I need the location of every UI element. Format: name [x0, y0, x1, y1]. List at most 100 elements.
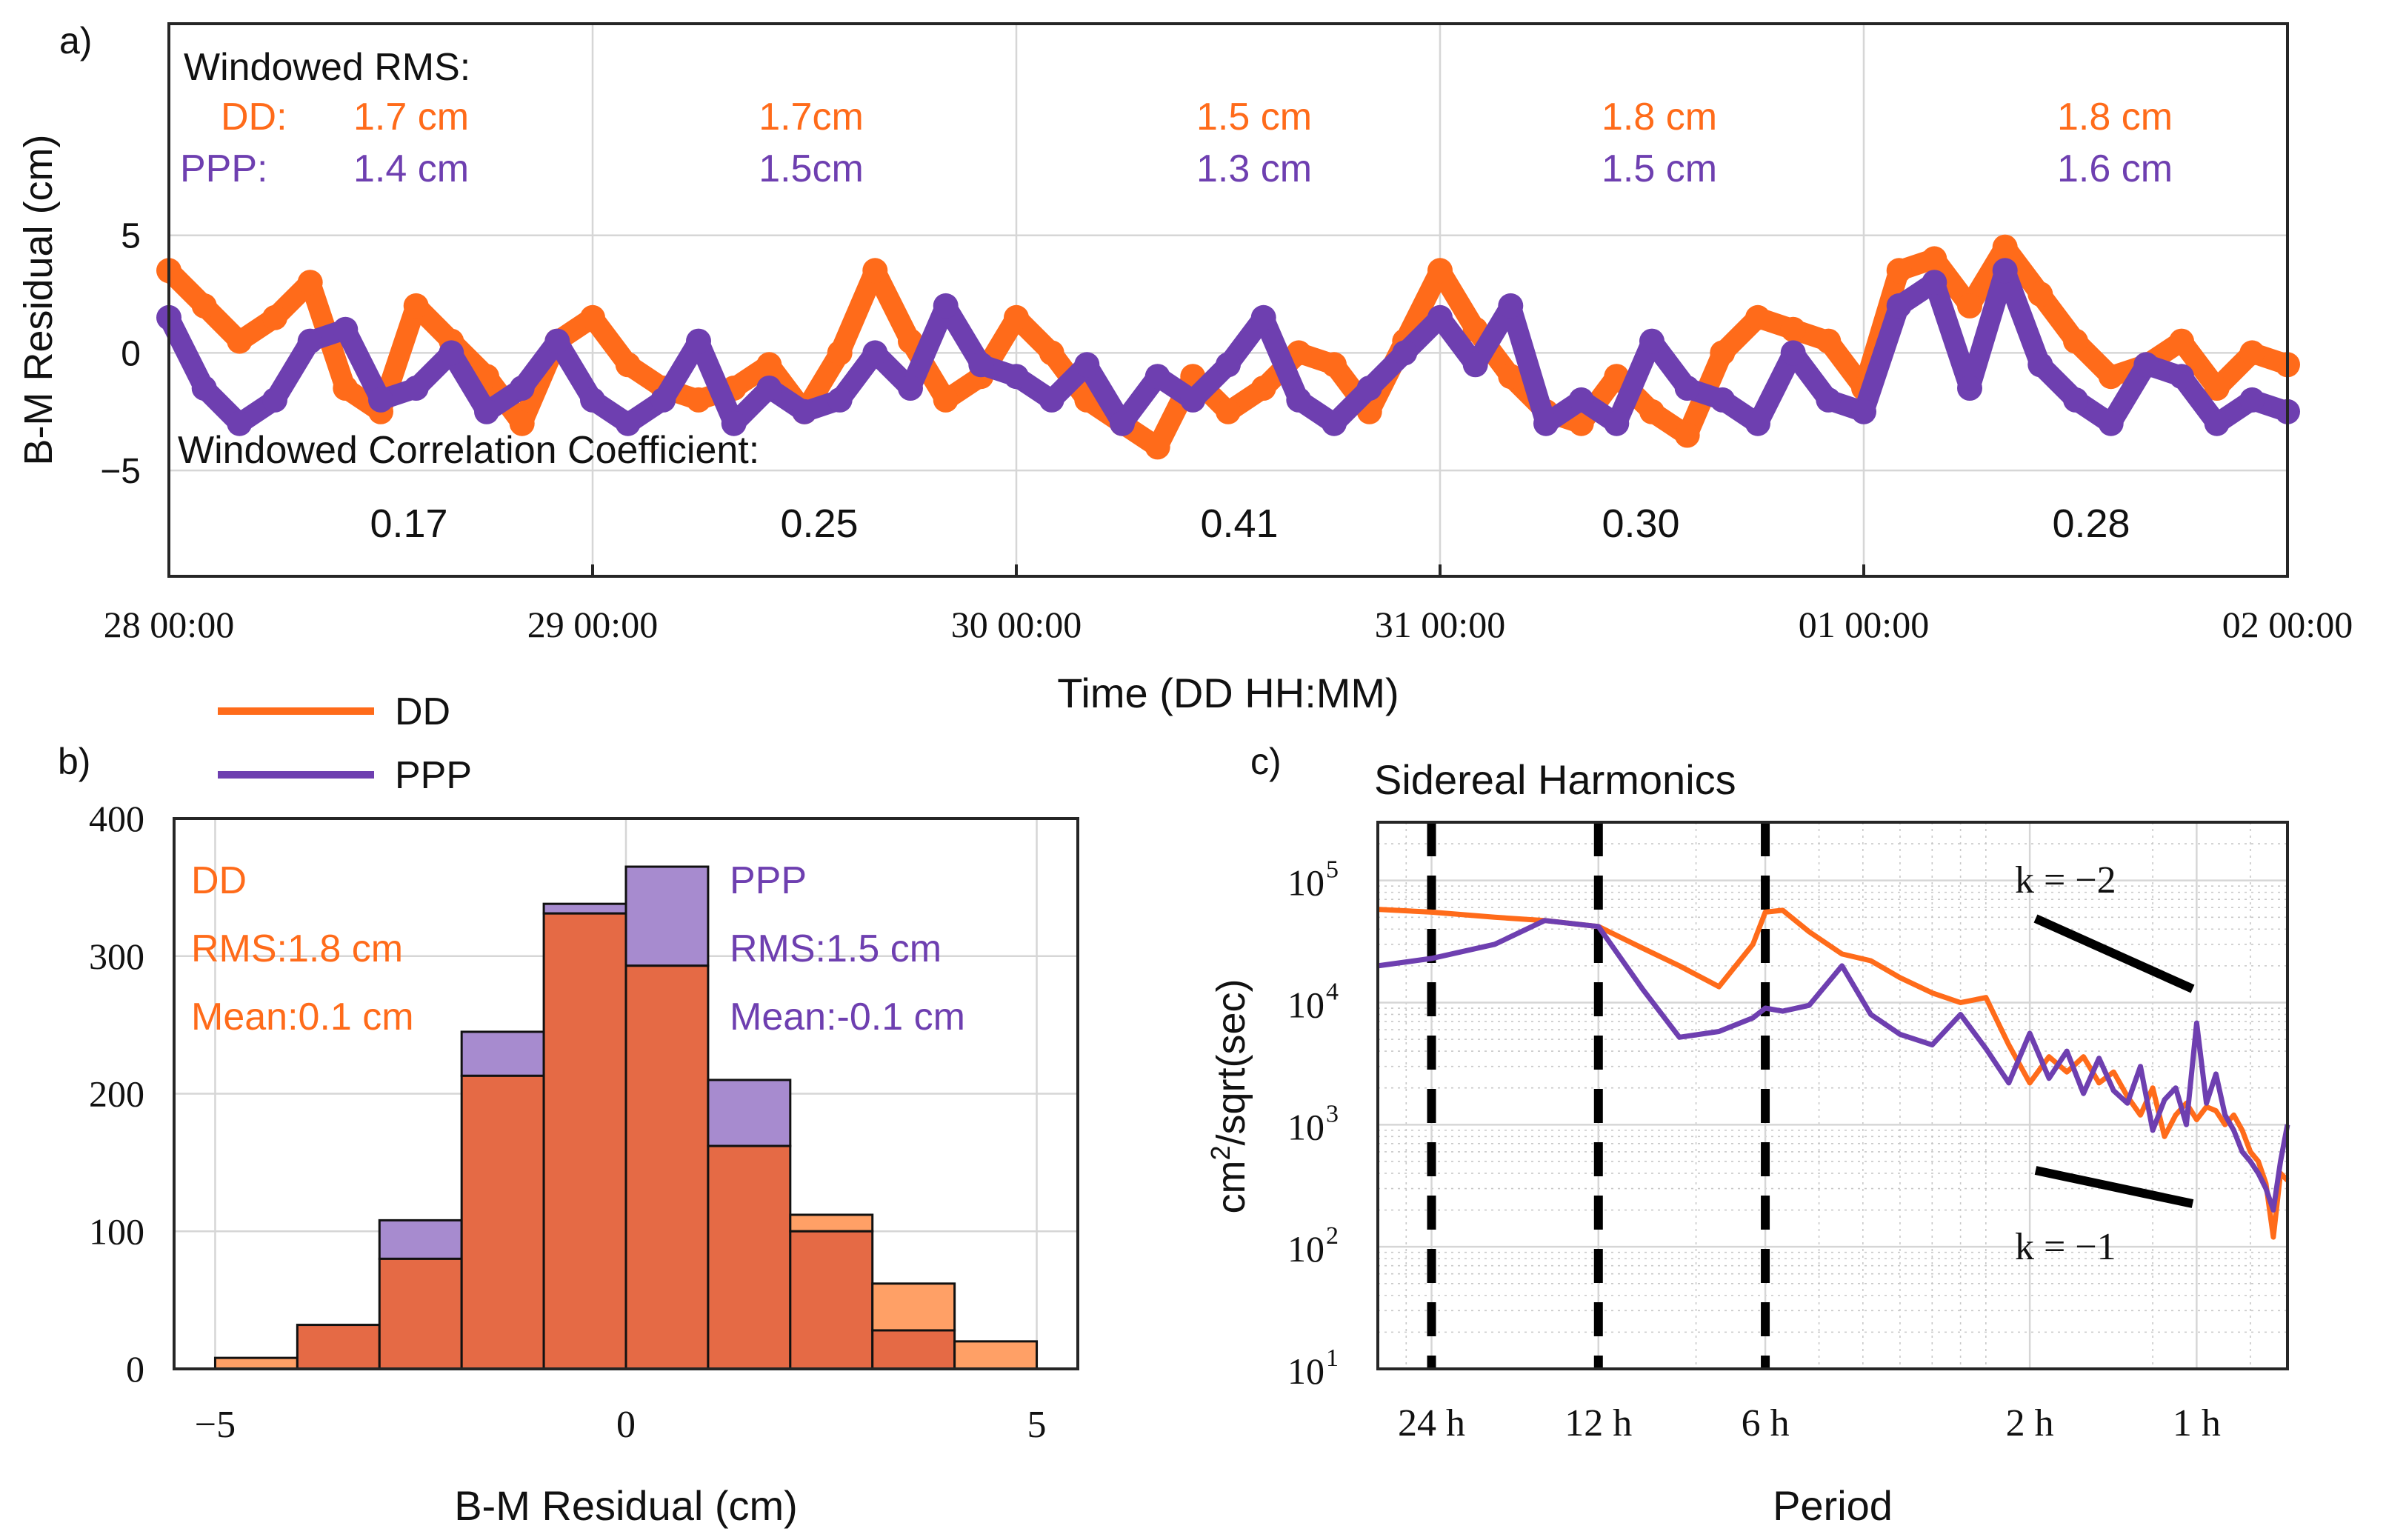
dd-point: [1780, 316, 1806, 342]
window-corr: 0.30: [1602, 501, 1679, 546]
ppp-bar: [542, 902, 627, 915]
ppp-bar: [378, 1219, 463, 1260]
overlap-bar: [296, 1324, 381, 1370]
ppp-point: [615, 410, 641, 436]
ppp-point: [474, 399, 499, 424]
ppp-point: [509, 376, 535, 401]
panel-a-letter: a): [59, 20, 92, 61]
panel-a-frame: [167, 22, 2289, 578]
ppp-point: [1216, 352, 1241, 378]
ppp-point: [2239, 387, 2265, 413]
panel-c-lines: [1377, 907, 2290, 1240]
dd-point: [1886, 258, 1912, 284]
dd-point: [1216, 399, 1241, 424]
dd-point: [1992, 234, 2018, 260]
dd-point: [2239, 340, 2265, 366]
panel-c-ytick-exponent: 5: [1326, 856, 1339, 884]
dd-point: [933, 387, 959, 413]
dd-rms-prefix: DD:: [221, 96, 287, 139]
ppp-point: [1886, 293, 1912, 319]
ppp-point: [1533, 410, 1559, 436]
ppp-point: [862, 340, 888, 366]
dd-point: [2098, 364, 2124, 390]
dd-spectrum-line: [1377, 907, 2290, 1240]
ppp-point: [1674, 376, 1700, 401]
dd-bar: [789, 1213, 874, 1233]
ppp-point: [1992, 258, 2018, 284]
panel-a-xtick-label: 29 00:00: [527, 604, 658, 645]
dd-point: [1639, 399, 1664, 424]
window-ppp-rms: 1.6 cm: [2057, 147, 2173, 190]
panel-b-bars: [213, 865, 1039, 1370]
overlap-bar: [624, 964, 710, 1370]
dd-point: [1957, 293, 1982, 319]
panel-a-xtick-label: 02 00:00: [2222, 604, 2353, 645]
ppp-point: [1110, 410, 1135, 436]
panel-a-ylabel: B-M Residual (cm): [16, 134, 61, 465]
panel-b-ytick-label: 200: [89, 1073, 144, 1115]
panel-c-ylabel: cm2/sqrt(sec): [1205, 979, 1254, 1213]
ppp-point: [1427, 304, 1453, 330]
panel-c-letter: c): [1250, 741, 1282, 782]
panel-a-ppp-series: [156, 258, 2300, 436]
dd-point: [262, 304, 287, 330]
ppp-point: [650, 387, 676, 413]
ppp-point: [1004, 364, 1029, 390]
panel-a-xtick-label: 30 00:00: [951, 604, 1082, 645]
window-dd-rms: 1.7 cm: [353, 96, 469, 139]
window-corr: 0.28: [2052, 501, 2130, 546]
panel-c-ytick-exponent: 4: [1326, 978, 1339, 1005]
panel-c-xtick-label: 1 h: [2173, 1402, 2221, 1444]
panel-a-xtick-label: 28 00:00: [104, 604, 234, 645]
dd-point: [2204, 376, 2230, 401]
dd-point: [2063, 328, 2088, 354]
overlap-bar: [707, 1144, 792, 1370]
panel-b-xlabel: B-M Residual (cm): [454, 1482, 798, 1529]
ppp-point: [1322, 410, 1347, 436]
overlap-bar: [789, 1230, 874, 1370]
ppp-point: [721, 410, 747, 436]
panel-b-ytick-label: 400: [89, 798, 144, 839]
dd-point: [1250, 376, 1276, 401]
panel-c-xtick-label: 2 h: [2006, 1402, 2054, 1444]
dd-bar: [213, 1356, 299, 1370]
ppp-point: [1745, 410, 1770, 436]
dd-stat: RMS:1.8 cm: [191, 927, 403, 970]
panel-a-dd-series: [156, 234, 2300, 460]
ppp-rms-prefix: PPP:: [180, 147, 268, 190]
rms-title: Windowed RMS:: [184, 46, 470, 89]
dd-point: [827, 340, 853, 366]
window-corr: 0.17: [370, 501, 447, 546]
ppp-point: [227, 410, 253, 436]
ppp-point: [1816, 387, 1842, 413]
ppp-point: [1039, 387, 1064, 413]
panel-b-xtick-label: −5: [195, 1404, 236, 1446]
panel-c-ytick-exponent: 2: [1326, 1222, 1339, 1250]
window-dd-rms: 1.8 cm: [2057, 96, 2173, 139]
panel-c-xtick-label: 24 h: [1398, 1402, 1465, 1444]
panel-a-xtick-label: 01 00:00: [1799, 604, 1929, 645]
panel-b-frame: [173, 817, 1079, 1370]
ppp-point: [1780, 340, 1806, 366]
panel-a-xtick-label: 31 00:00: [1375, 604, 1505, 645]
ppp-point: [1286, 387, 1312, 413]
ppp-point: [827, 387, 853, 413]
dd-bar: [953, 1340, 1039, 1370]
panel-a-ytick-label: 0: [121, 334, 141, 373]
ppp-point: [1922, 270, 1947, 296]
panel-a-ytick-label: 5: [121, 217, 141, 256]
dd-point: [509, 410, 535, 436]
dd-point: [1710, 340, 1736, 366]
panel-c-ytick-label: 10: [1287, 1106, 1324, 1147]
overlap-bar: [460, 1074, 545, 1370]
ppp-point: [544, 328, 570, 354]
ppp-point: [968, 352, 994, 378]
slope-k-minus1-line: [2034, 1166, 2194, 1208]
dd-point: [686, 387, 711, 413]
ppp-point: [333, 316, 359, 342]
window-ppp-rms: 1.4 cm: [353, 147, 469, 190]
ppp-point: [1250, 304, 1276, 330]
ppp-point: [1180, 387, 1206, 413]
